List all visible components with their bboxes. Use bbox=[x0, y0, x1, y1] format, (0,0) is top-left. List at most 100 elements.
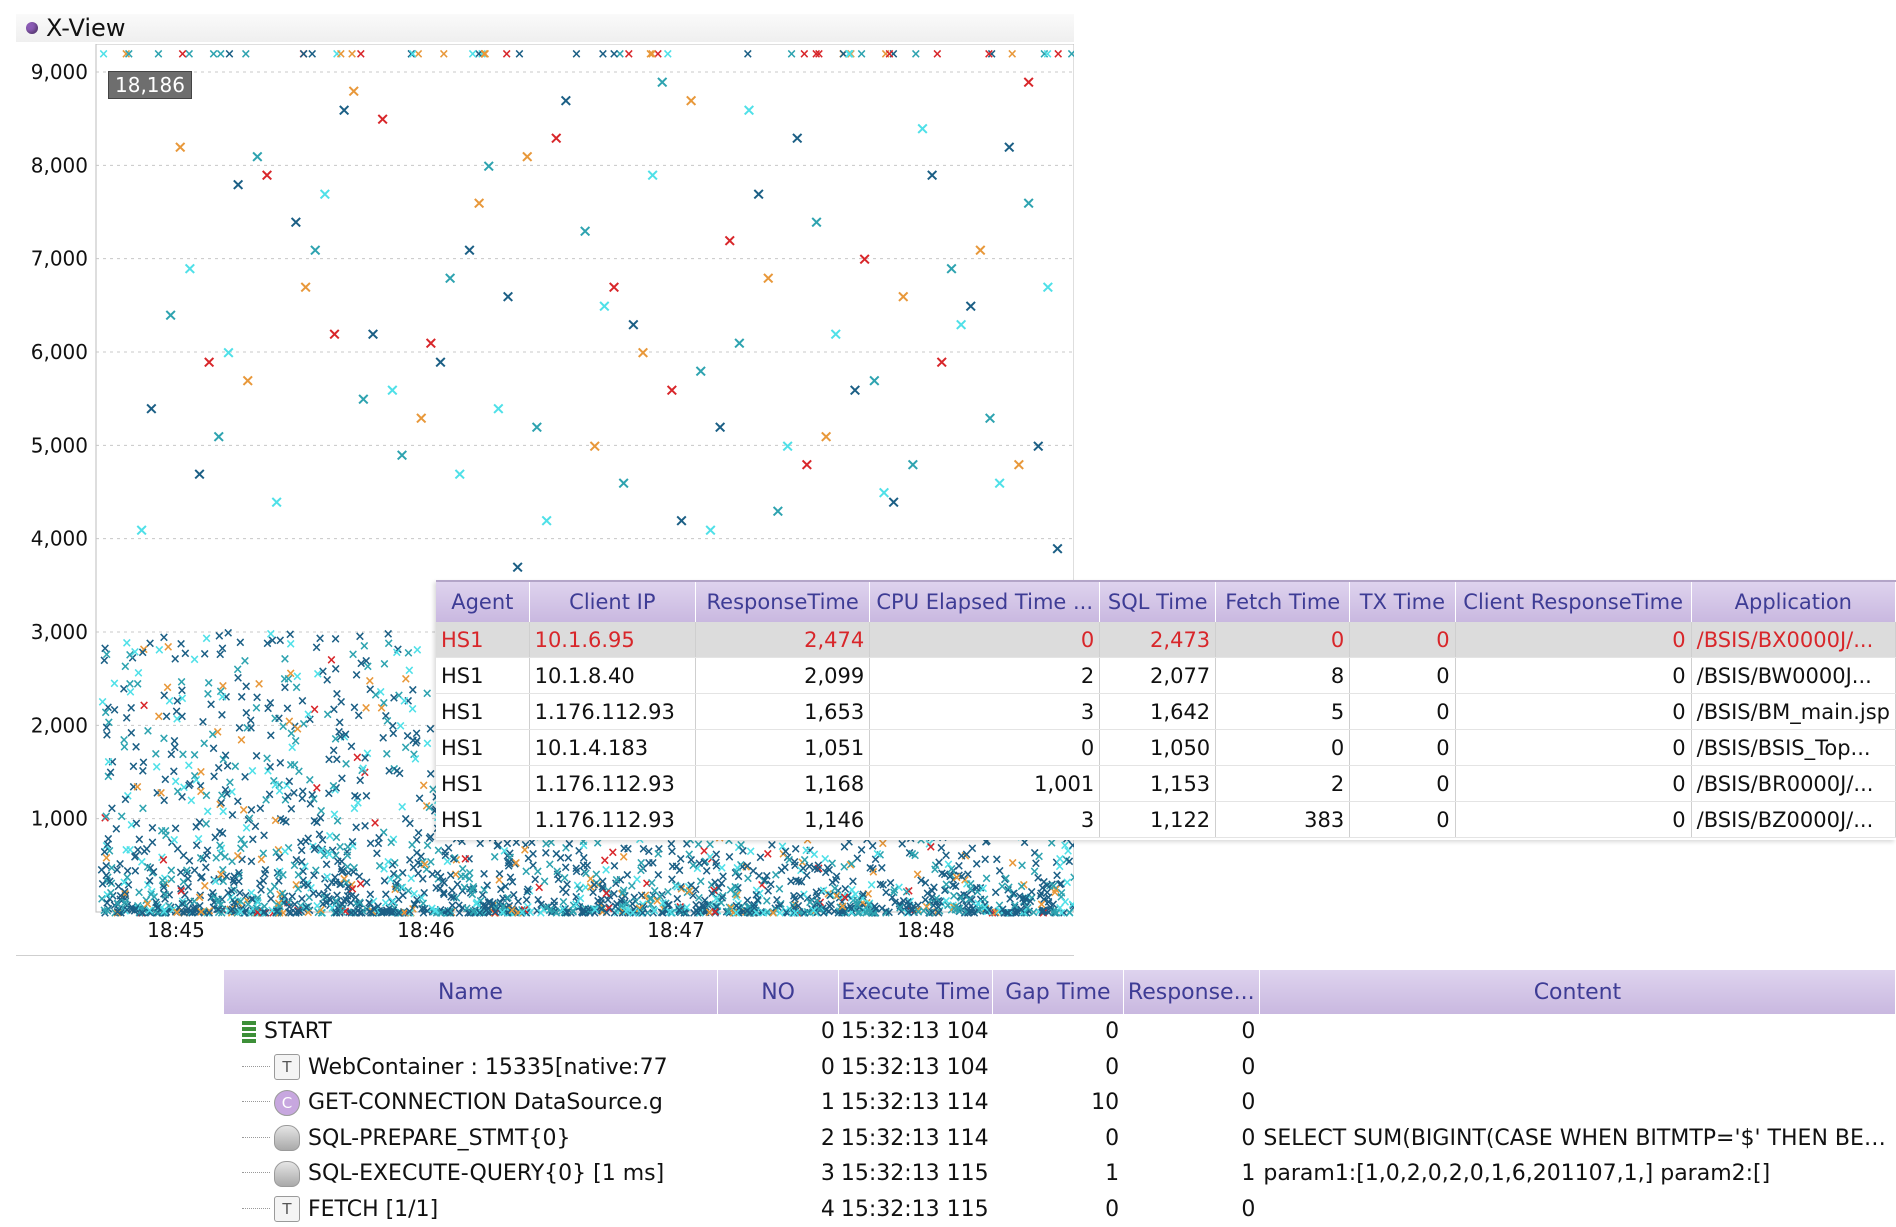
table-cell: HS1 bbox=[436, 622, 529, 658]
svg-text:×: × bbox=[312, 667, 323, 682]
svg-text:×: × bbox=[501, 47, 512, 62]
svg-text:×: × bbox=[349, 801, 360, 816]
column-header[interactable]: Agent bbox=[436, 582, 529, 622]
column-header[interactable]: Application bbox=[1691, 582, 1895, 622]
svg-text:×: × bbox=[409, 887, 420, 902]
svg-text:×: × bbox=[232, 849, 243, 864]
trace-column-header[interactable]: Content bbox=[1259, 970, 1895, 1014]
svg-text:×: × bbox=[500, 879, 511, 894]
svg-text:×: × bbox=[322, 708, 333, 723]
svg-text:×: × bbox=[293, 905, 304, 920]
svg-text:×: × bbox=[112, 905, 123, 920]
svg-text:×: × bbox=[932, 47, 943, 62]
svg-text:×: × bbox=[271, 904, 282, 919]
trace-name-cell: START bbox=[224, 1014, 717, 1050]
table-cell: /BSIS/BX0000J/... bbox=[1691, 622, 1895, 658]
svg-text:×: × bbox=[410, 752, 421, 767]
scatter-point: × bbox=[250, 147, 264, 167]
table-cell: HS1 bbox=[436, 658, 529, 694]
svg-text:×: × bbox=[480, 47, 491, 62]
trace-column-header[interactable]: Name bbox=[224, 970, 717, 1014]
scatter-point: × bbox=[231, 175, 245, 195]
column-header[interactable]: Client IP bbox=[529, 582, 696, 622]
trace-no-cell: 0 bbox=[717, 1050, 838, 1086]
trace-gap-time-cell: 1 bbox=[993, 1156, 1124, 1192]
svg-text:×: × bbox=[361, 876, 372, 891]
xview-title: X-View bbox=[46, 14, 125, 42]
svg-text:×: × bbox=[312, 899, 323, 914]
scatter-point: × bbox=[925, 166, 939, 186]
svg-text:×: × bbox=[388, 691, 399, 706]
column-header[interactable]: CPU Elapsed Time ... bbox=[870, 582, 1100, 622]
svg-text:×: × bbox=[97, 695, 108, 710]
svg-text:×: × bbox=[328, 779, 339, 794]
svg-text:×: × bbox=[329, 808, 340, 823]
svg-text:×: × bbox=[250, 819, 261, 834]
svg-text:×: × bbox=[335, 47, 346, 62]
svg-text:×: × bbox=[407, 702, 418, 717]
svg-text:×: × bbox=[230, 759, 241, 774]
scatter-point: × bbox=[674, 511, 688, 531]
scatter-point: × bbox=[144, 399, 158, 419]
svg-text:×: × bbox=[765, 877, 776, 892]
svg-text:×: × bbox=[233, 671, 244, 686]
trace-column-header[interactable]: Gap Time bbox=[993, 970, 1124, 1014]
svg-text:×: × bbox=[181, 864, 192, 879]
svg-text:×: × bbox=[123, 47, 134, 62]
svg-text:×: × bbox=[979, 900, 990, 915]
svg-text:×: × bbox=[215, 47, 226, 62]
svg-text:×: × bbox=[467, 47, 478, 62]
svg-text:×: × bbox=[199, 879, 210, 894]
svg-text:×: × bbox=[582, 859, 593, 874]
column-header[interactable]: ResponseTime bbox=[696, 582, 870, 622]
database-icon bbox=[274, 1125, 300, 1151]
xview-dot-icon bbox=[26, 22, 38, 34]
column-header[interactable]: SQL Time bbox=[1100, 582, 1216, 622]
svg-text:×: × bbox=[607, 845, 618, 860]
svg-text:×: × bbox=[786, 47, 797, 62]
scatter-point: × bbox=[935, 352, 949, 372]
svg-text:×: × bbox=[265, 729, 276, 744]
svg-text:×: × bbox=[422, 838, 433, 853]
svg-text:×: × bbox=[736, 838, 747, 853]
column-header[interactable]: Client ResponseTime bbox=[1455, 582, 1691, 622]
x-tick-label: 18:48 bbox=[897, 918, 955, 942]
column-header[interactable]: Fetch Time bbox=[1216, 582, 1350, 622]
svg-text:×: × bbox=[347, 47, 358, 62]
scatter-point: × bbox=[520, 147, 534, 167]
svg-text:×: × bbox=[517, 905, 528, 920]
scatter-point: × bbox=[954, 315, 968, 335]
trace-column-header[interactable]: NO bbox=[717, 970, 838, 1014]
trace-column-header[interactable]: Response... bbox=[1123, 970, 1259, 1014]
y-tick-label: 5,000 bbox=[31, 433, 88, 457]
svg-text:×: × bbox=[809, 847, 820, 862]
trace-content-cell bbox=[1259, 1192, 1895, 1227]
svg-text:×: × bbox=[274, 868, 285, 883]
svg-text:×: × bbox=[255, 802, 266, 817]
trace-response-cell: 0 bbox=[1123, 1050, 1259, 1086]
column-header[interactable]: TX Time bbox=[1350, 582, 1455, 622]
tree-connector bbox=[242, 1208, 270, 1211]
trace-column-header[interactable]: Execute Time bbox=[839, 970, 993, 1014]
table-cell: HS1 bbox=[436, 694, 529, 730]
scatter-point: × bbox=[376, 110, 390, 130]
svg-text:×: × bbox=[206, 698, 217, 713]
table-cell: 1,653 bbox=[696, 694, 870, 730]
table-cell: 10.1.8.40 bbox=[529, 658, 696, 694]
svg-text:×: × bbox=[380, 896, 391, 911]
